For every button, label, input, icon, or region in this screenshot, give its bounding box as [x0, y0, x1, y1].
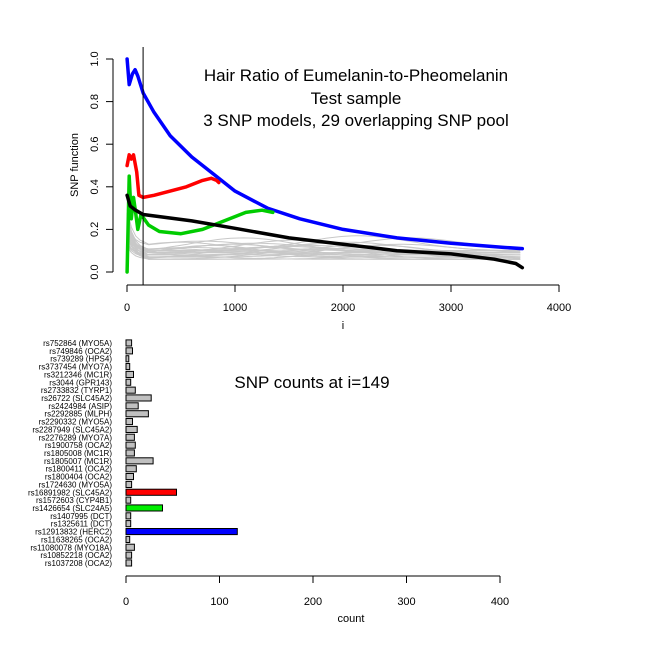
- category-label: rs11638265 (OCA2): [41, 535, 112, 544]
- colored-series-group: [125, 57, 525, 274]
- bar: [125, 535, 131, 544]
- category-label: rs739289 (HPS4): [50, 355, 112, 364]
- x-tick-label: 1000: [223, 302, 247, 314]
- bar: [125, 363, 131, 371]
- bar: [125, 504, 163, 512]
- line-title-3: 3 SNP models, 29 overlapping SNP pool: [203, 111, 509, 130]
- category-label: rs1800404 (OCA2): [45, 473, 112, 482]
- x-tick-label: 2000: [331, 302, 355, 314]
- bar: [125, 347, 133, 355]
- category-label: rs2292885 (MLPH): [44, 410, 112, 419]
- y-tick-label: 0.0: [89, 264, 101, 279]
- bar: [125, 480, 133, 488]
- x-tick-label: 100: [210, 596, 228, 608]
- bar: [125, 410, 149, 418]
- bar: [125, 425, 138, 433]
- bar: [125, 418, 133, 426]
- bar: [125, 386, 136, 394]
- line-title-2: Test sample: [311, 89, 402, 108]
- x-tick-label: 300: [397, 596, 415, 608]
- bar: [125, 339, 133, 347]
- bar-panel: rs752864 (MYO5A)rs749846 (OCA2)rs739289 …: [28, 339, 509, 625]
- category-label: rs2733832 (TYRP1): [41, 386, 112, 395]
- line-ylabel: SNP function: [69, 133, 81, 197]
- bar: [125, 465, 137, 473]
- series-line-2: [125, 174, 275, 274]
- category-label: rs3737454 (MYO7A): [39, 363, 113, 372]
- category-label: rs1805008 (MC1R): [44, 449, 112, 458]
- bar: [125, 378, 132, 386]
- category-label: rs16891982 (SLC45A2): [28, 488, 112, 497]
- category-label: rs2276289 (MYO7A): [39, 433, 113, 442]
- bar: [125, 449, 135, 457]
- bar: [125, 543, 135, 551]
- category-label: rs1724630 (MYO5A): [39, 480, 113, 489]
- bar: [125, 488, 177, 496]
- category-label: rs1805007 (MC1R): [44, 457, 112, 466]
- series-line-0: [125, 57, 525, 251]
- bar: [125, 551, 133, 559]
- bar: [125, 520, 132, 528]
- line-panel: 0 1000 2000 3000 4000 0.0 0.2 0.4 0.6 0.8 1.0 Hair…: [69, 47, 571, 332]
- category-label: rs3044 (GPR143): [49, 378, 112, 387]
- x-tick-label: 400: [491, 596, 509, 608]
- category-label: rs1900758 (OCA2): [45, 441, 112, 450]
- category-label: rs749846 (OCA2): [49, 347, 112, 356]
- category-label: rs1800411 (OCA2): [45, 465, 112, 474]
- bar: [125, 370, 134, 378]
- y-tick-label: 1.0: [89, 51, 101, 66]
- category-label: rs752864 (MYO5A): [43, 339, 112, 348]
- category-label: rs1426654 (SLC24A5): [32, 504, 112, 513]
- bar: [125, 457, 154, 465]
- y-tick-label: 0.4: [89, 179, 101, 194]
- line-xlabel: i: [342, 320, 344, 332]
- series-line-1: [125, 153, 221, 200]
- line-axes: 0 1000 2000 3000 4000 0.0 0.2 0.4 0.6 0.8 1.0: [89, 51, 571, 314]
- category-label: rs2424984 (ASIP): [48, 402, 112, 411]
- y-tick-label: 0.8: [89, 94, 101, 109]
- line-title-1: Hair Ratio of Eumelanin-to-Pheomelanin: [204, 66, 508, 85]
- y-tick-label: 0.2: [89, 222, 101, 237]
- y-tick-label: 0.6: [89, 137, 101, 152]
- bar-axes: 0 100 200 300 400: [123, 575, 509, 608]
- bar: [125, 528, 238, 536]
- series-line-3: [125, 193, 525, 270]
- grey-series-line: [126, 214, 521, 254]
- bar: [125, 433, 135, 441]
- bar: [125, 559, 133, 567]
- category-label: rs11080078 (MYO18A): [30, 543, 112, 552]
- category-label: rs3212346 (MC1R): [44, 370, 112, 379]
- category-label: rs1407995 (DCT): [50, 512, 112, 521]
- bar: [125, 355, 130, 363]
- category-label: rs1325611 (DCT): [51, 520, 113, 529]
- bar: [125, 512, 132, 520]
- x-tick-label: 3000: [439, 302, 463, 314]
- bar: [125, 441, 136, 449]
- bar-group: rs752864 (MYO5A)rs749846 (OCA2)rs739289 …: [28, 339, 238, 568]
- category-label: rs12913832 (HERC2): [35, 528, 112, 537]
- category-label: rs26722 (SLC45A2): [41, 394, 112, 403]
- bar: [125, 473, 134, 481]
- category-label: rs1037208 (OCA2): [45, 559, 112, 568]
- bar-xlabel: count: [338, 613, 365, 625]
- category-label: rs2290332 (MYO5A): [39, 418, 113, 427]
- bar: [125, 394, 152, 402]
- x-tick-label: 0: [124, 302, 130, 314]
- bar: [125, 402, 139, 410]
- category-label: rs2287949 (SLC45A2): [32, 425, 112, 434]
- bar: [125, 496, 132, 504]
- x-tick-label: 4000: [547, 302, 571, 314]
- category-label: rs10852218 (OCA2): [40, 551, 112, 560]
- x-tick-label: 200: [304, 596, 322, 608]
- grey-series-line: [126, 237, 521, 252]
- category-label: rs1572603 (CYP4B1): [36, 496, 112, 505]
- x-tick-label: 0: [123, 596, 129, 608]
- bar-title: SNP counts at i=149: [234, 373, 389, 392]
